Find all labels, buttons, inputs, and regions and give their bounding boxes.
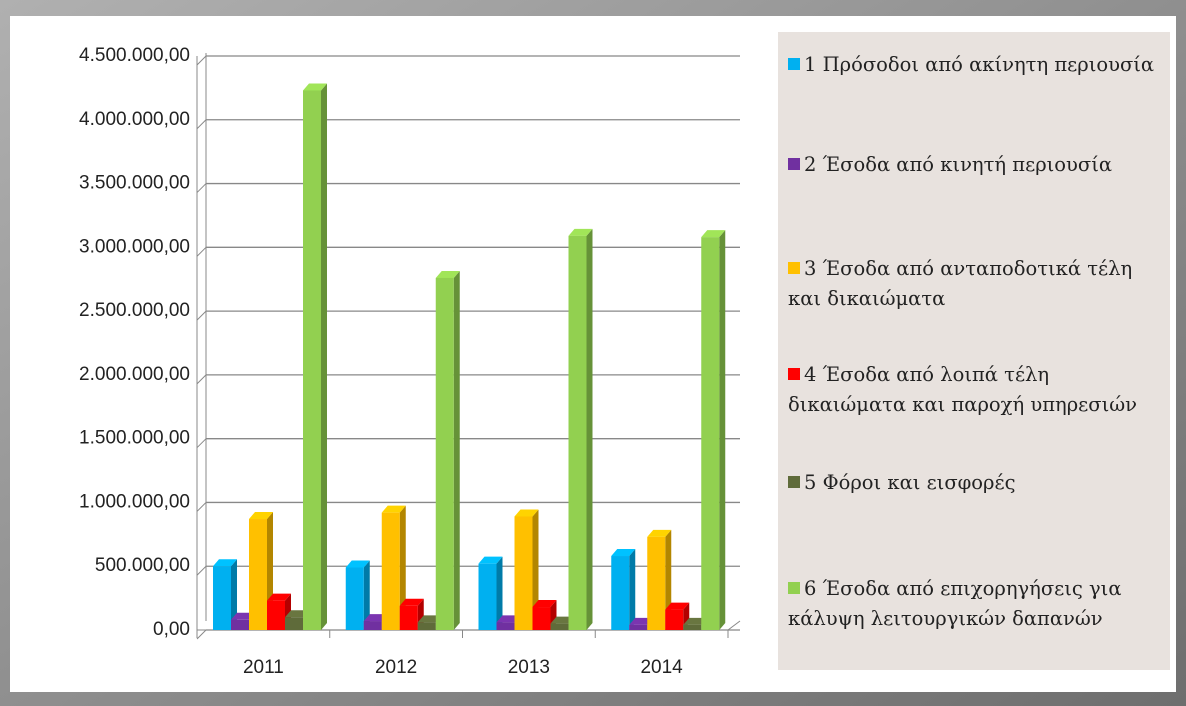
legend-entry: 3 Έσοδα από ανταποδοτικά τέλη και δικαιώ…: [788, 254, 1168, 314]
legend-entry: 1 Πρόσοδοι από ακίνητη περιουσία: [788, 50, 1168, 80]
bar: [213, 566, 231, 630]
legend-label: 3 Έσοδα από ανταποδοτικά τέλη και δικαιώ…: [788, 257, 1133, 310]
legend-swatch: [788, 158, 800, 170]
bar: [399, 605, 418, 630]
x-tick-label: 2012: [375, 657, 417, 678]
bar-top: [249, 512, 273, 520]
bar: [550, 623, 569, 630]
legend-label: 1 Πρόσοδοι από ακίνητη περιουσία: [804, 53, 1155, 76]
bar-side: [453, 270, 460, 630]
bar: [611, 556, 630, 630]
bar: [231, 619, 249, 630]
bar: [435, 277, 454, 630]
bar-side: [629, 549, 636, 630]
grid-wall: [196, 183, 207, 193]
bar-top: [478, 556, 503, 564]
bar: [381, 512, 400, 630]
legend-label: 5 Φόροι και εισφορές: [804, 471, 1016, 494]
legend-entry: 4 Έσοδα από λοιπά τέλη δικαιώματα και πα…: [788, 360, 1168, 420]
legend: 1 Πρόσοδοι από ακίνητη περιουσία 2 Έσοδα …: [778, 32, 1170, 670]
bar-top: [303, 83, 327, 91]
x-tick-label: 2011: [243, 657, 284, 678]
legend-entry: 2 Έσοδα από κινητή περιουσία: [788, 150, 1168, 180]
bar-top: [665, 602, 690, 610]
bar-top: [611, 549, 636, 557]
bar: [496, 622, 515, 630]
bar-top: [647, 529, 672, 537]
bar-top: [345, 560, 370, 568]
bar: [701, 237, 720, 630]
legend-swatch: [788, 58, 800, 70]
x-tick-label: 2013: [508, 657, 550, 678]
bar: [568, 235, 587, 630]
legend-swatch: [788, 476, 800, 488]
bar-top: [381, 505, 406, 513]
legend-entry: 6 Έσοδα από επιχορηγήσεις για κάλυψη λει…: [788, 574, 1168, 634]
bar-side: [399, 505, 406, 630]
bar: [417, 622, 436, 630]
legend-label: 2 Έσοδα από κινητή περιουσία: [804, 153, 1113, 176]
bar: [532, 607, 551, 630]
legend-label: 4 Έσοδα από λοιπά τέλη δικαιώματα και πα…: [788, 363, 1138, 416]
bar-side: [586, 228, 593, 630]
bar: [303, 90, 321, 630]
bar: [629, 624, 648, 630]
bar: [249, 519, 267, 630]
y-tick-label: 3.000.000,00: [79, 236, 190, 257]
bar-top: [399, 598, 424, 606]
legend-label: 6 Έσοδα από επιχορηγήσεις για κάλυψη λει…: [788, 577, 1122, 630]
bar: [514, 516, 533, 630]
y-tick-label: 2.000.000,00: [79, 364, 190, 385]
y-tick-label: 2.500.000,00: [79, 300, 190, 321]
floor-right: [727, 620, 741, 631]
bar: [647, 536, 666, 630]
y-tick-label: 1.500.000,00: [79, 428, 190, 449]
bar-side: [496, 556, 503, 630]
legend-swatch: [788, 262, 800, 274]
bar: [267, 600, 285, 630]
grid-wall: [196, 565, 207, 576]
y-tick-label: 1.000.000,00: [79, 491, 190, 512]
bar-top: [568, 228, 593, 236]
y-tick-label: 0,00: [153, 619, 190, 640]
legend-entry: 5 Φόροι και εισφορές: [788, 468, 1168, 498]
y-tick-label: 4.500.000,00: [79, 45, 190, 66]
bar: [665, 609, 684, 630]
legend-swatch: [788, 582, 800, 594]
grid-wall: [196, 310, 207, 321]
bar-top: [213, 559, 237, 567]
bar: [478, 563, 497, 630]
bar-side: [231, 559, 237, 630]
grid-wall: [196, 119, 207, 130]
bar: [363, 621, 382, 630]
bar-top: [701, 230, 726, 238]
grid-wall: [196, 374, 207, 385]
grid-wall: [196, 246, 207, 257]
bar-top: [514, 509, 539, 517]
y-tick-label: 4.000.000,00: [79, 109, 190, 130]
y-tick-label: 3.500.000,00: [79, 173, 190, 194]
legend-swatch: [788, 368, 800, 380]
bar: [683, 624, 702, 630]
grid-wall: [196, 502, 207, 512]
bar-top: [532, 600, 557, 608]
bar-top: [435, 270, 460, 278]
bar-side: [532, 509, 539, 630]
grid-wall: [196, 629, 207, 640]
bar-side: [363, 560, 370, 630]
bar-top: [267, 593, 291, 601]
grid-wall: [196, 55, 207, 66]
bar-side: [321, 83, 327, 630]
y-tick-label: 500.000,00: [95, 555, 190, 576]
x-tick-label: 2014: [640, 657, 683, 678]
bar-side: [719, 230, 726, 630]
bar: [285, 617, 303, 630]
grid-wall: [196, 438, 207, 449]
bar: [345, 567, 364, 630]
